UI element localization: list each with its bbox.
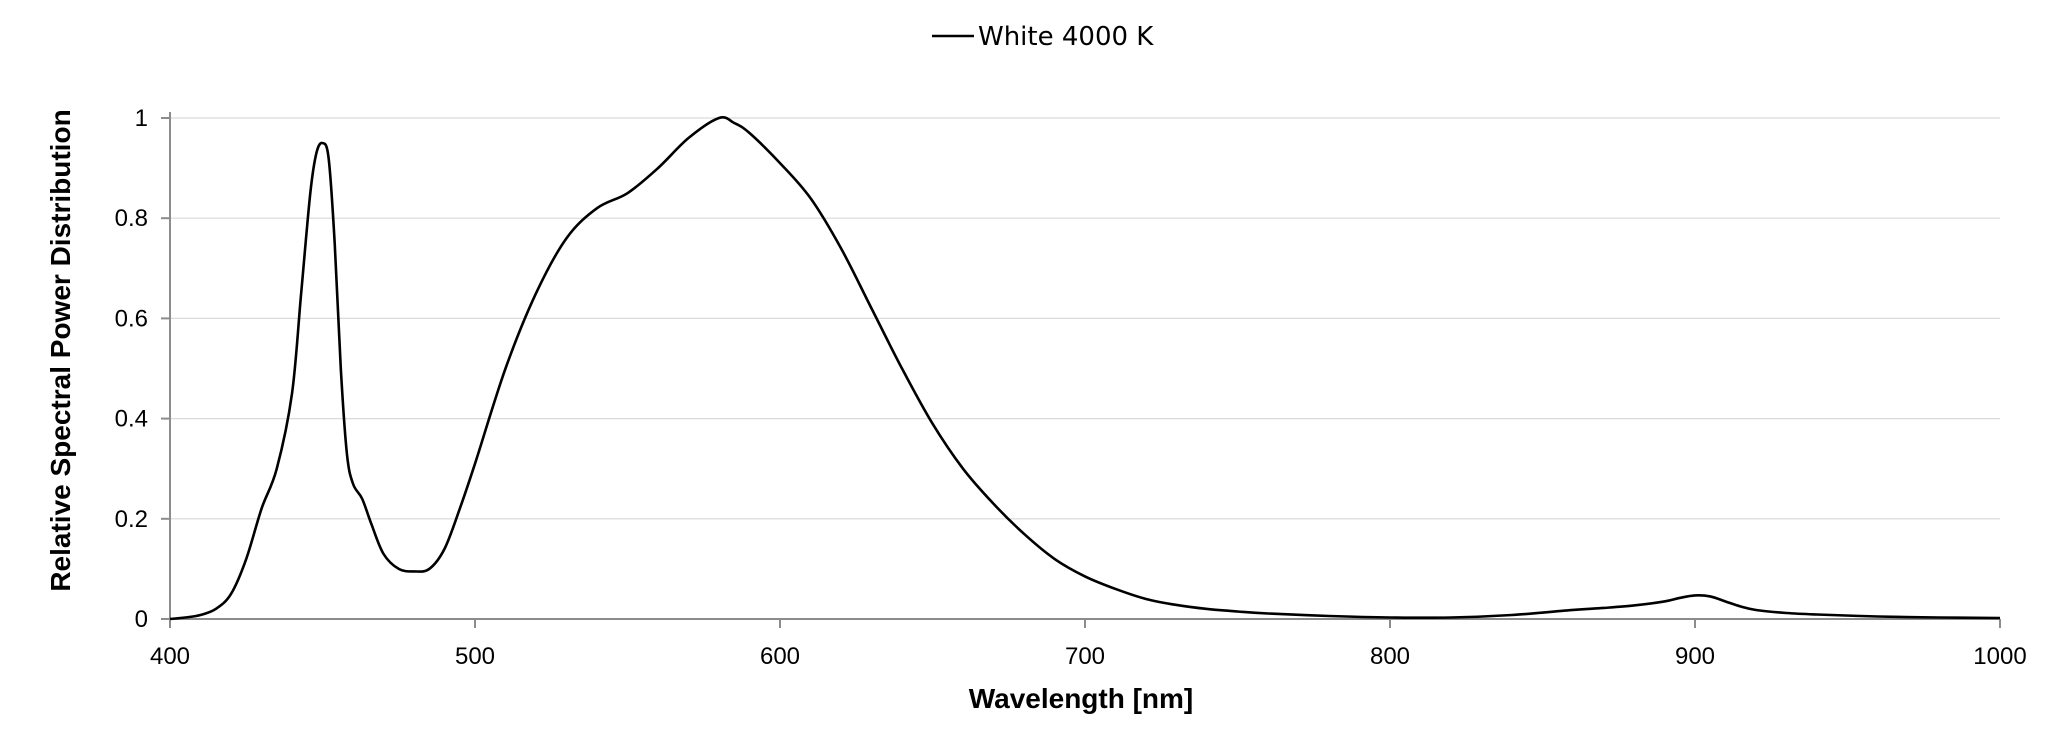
legend: White 4000 K bbox=[932, 22, 1154, 52]
y-tick-label-0: 0 bbox=[135, 606, 148, 633]
x-tick-label-4: 800 bbox=[1370, 643, 1410, 670]
x-tick-labels: 400 500 600 700 800 900 1000 bbox=[150, 643, 2027, 670]
y-tick-label-3: 0.6 bbox=[115, 305, 148, 332]
gridlines bbox=[170, 117, 2000, 520]
x-axis-title: Wavelength [nm] bbox=[969, 683, 1194, 714]
x-tick-label-3: 700 bbox=[1065, 643, 1105, 670]
x-tick-label-2: 600 bbox=[760, 643, 800, 670]
series-line-0 bbox=[169, 116, 2001, 621]
legend-label: White 4000 K bbox=[978, 22, 1154, 52]
y-tick-label-4: 0.8 bbox=[115, 205, 148, 232]
x-tick-label-6: 1000 bbox=[1973, 643, 2026, 670]
x-tick-label-5: 900 bbox=[1675, 643, 1715, 670]
x-tick-label-0: 400 bbox=[150, 643, 190, 670]
y-tick-labels: 0 0.2 0.4 0.6 0.8 1 bbox=[115, 105, 148, 633]
y-tick-label-1: 0.2 bbox=[115, 506, 148, 533]
x-tick-label-1: 500 bbox=[455, 643, 495, 670]
y-axis-title: Relative Spectral Power Distribution bbox=[45, 109, 76, 591]
axes bbox=[161, 112, 2001, 628]
y-tick-label-2: 0.4 bbox=[115, 406, 148, 433]
series-lines bbox=[169, 116, 2001, 621]
y-tick-label-5: 1 bbox=[135, 105, 148, 132]
